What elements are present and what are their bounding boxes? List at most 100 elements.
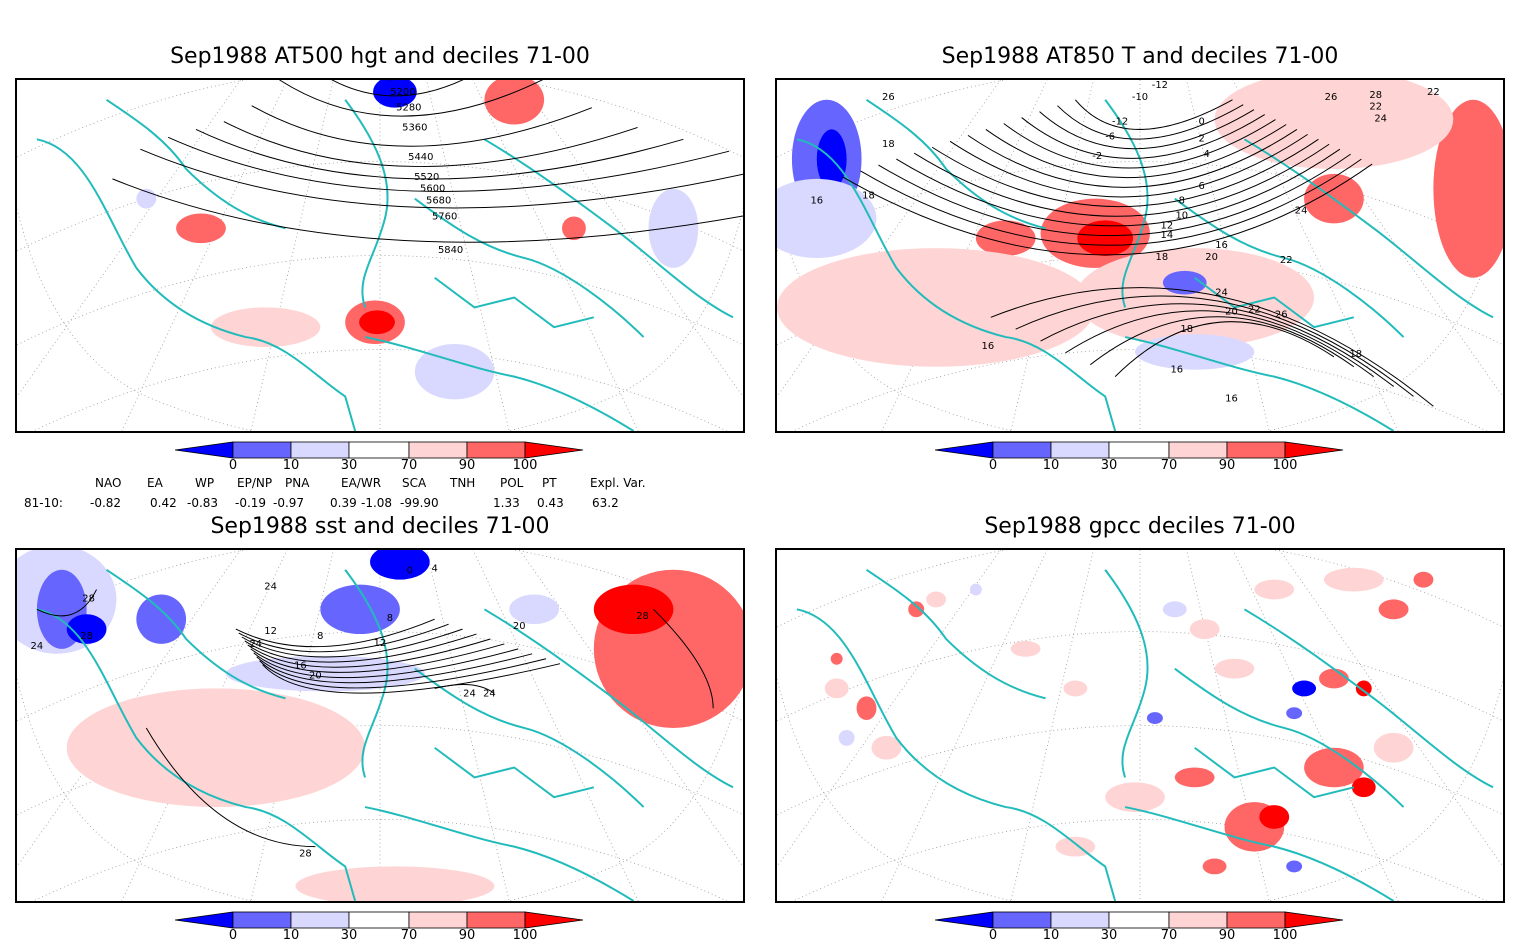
- index-header: EA/WR: [341, 476, 382, 490]
- contour-label: 20: [1225, 306, 1238, 317]
- colorbar-arrow-high: [524, 911, 584, 929]
- colorbar-1: 0 10 30 70 90 100: [175, 440, 595, 480]
- contour-line: [967, 129, 1298, 188]
- contour-line: [1065, 310, 1375, 378]
- coastline: [364, 336, 635, 431]
- meridian-line: [121, 80, 288, 431]
- contour-label: -2: [1092, 151, 1102, 162]
- contour-label: 24: [483, 688, 496, 699]
- colorbar-segment: [466, 441, 526, 459]
- anomaly-shading: [1433, 99, 1503, 278]
- contour-line: [223, 121, 638, 168]
- colorbar-segment: [232, 911, 292, 929]
- anomaly-shading: [320, 584, 400, 635]
- contour-label: 0: [407, 566, 413, 577]
- index-header: PNA: [285, 476, 310, 490]
- anomaly-shading: [871, 735, 902, 760]
- contour-label: 24: [1295, 206, 1308, 217]
- contour-label: 16: [1215, 240, 1228, 251]
- anomaly-shading: [1304, 747, 1364, 788]
- contour-line: [259, 658, 547, 689]
- contour-line: [253, 648, 519, 679]
- anomaly-shading: [1010, 640, 1041, 657]
- contour-label: 10: [1175, 210, 1188, 221]
- map-panel-at850-t: -12 -10 -12 -6 -2 0 2 4 6 8 10 12 14 16 18 20 22 24 26 28 22…: [775, 78, 1505, 433]
- contour-label: 16: [982, 341, 995, 352]
- contour-label: 18: [862, 191, 875, 202]
- contour-label: 16: [1225, 393, 1238, 404]
- index-header: EA: [147, 476, 163, 490]
- anomaly-shading: [1254, 579, 1295, 600]
- anomaly-shading: [1355, 680, 1372, 697]
- contour-line: [1003, 119, 1276, 169]
- contour-label: 18: [1180, 324, 1193, 335]
- coastline: [1124, 336, 1395, 431]
- colorbar-arrow-low: [175, 441, 234, 459]
- index-value: -0.82: [90, 496, 122, 510]
- index-value: 0.39: [330, 496, 357, 510]
- contour-label: 2: [1198, 133, 1204, 144]
- index-row-label: 81-10:: [24, 496, 63, 510]
- anomaly-shading: [908, 601, 925, 618]
- anomaly-shading: [1214, 658, 1255, 679]
- contour-label: -12: [1112, 117, 1128, 128]
- colorbar-tick-label: 100: [512, 928, 538, 943]
- contour-label: 12: [264, 626, 277, 637]
- contour-label: 26: [1325, 92, 1338, 103]
- contour-line: [331, 80, 464, 97]
- anomaly-shading: [1259, 805, 1290, 829]
- contour-line: [653, 608, 714, 709]
- index-header: Expl. Var.: [590, 476, 646, 490]
- contour-line: [1039, 109, 1255, 150]
- contour-label: 12: [374, 638, 387, 649]
- contour-line: [842, 163, 1373, 256]
- anomaly-shading: [1378, 599, 1409, 620]
- colorbar-tick-label: 90: [1218, 458, 1236, 473]
- contour-line: [878, 153, 1351, 236]
- colorbar-tick-label: 70: [400, 928, 418, 943]
- contour-line: [250, 643, 505, 673]
- contour-label: 24: [463, 688, 476, 699]
- colorbar-tick-label: 70: [1160, 928, 1178, 943]
- anomaly-shading: [1319, 668, 1349, 689]
- contour-line: [238, 623, 449, 653]
- index-value: -0.97: [273, 496, 305, 510]
- contour-label: 0: [1198, 117, 1204, 128]
- contour-line: [1015, 295, 1414, 397]
- contour-line: [985, 124, 1287, 179]
- index-header: PT: [542, 476, 557, 490]
- index-value: -1.08: [361, 496, 393, 510]
- colorbar-tick-label: 30: [340, 928, 358, 943]
- contour-line: [896, 148, 1341, 227]
- colorbar-segment: [1168, 911, 1228, 929]
- contour-line: [167, 136, 730, 192]
- map-panel-gpcc: [775, 548, 1505, 903]
- coastline: [483, 608, 734, 789]
- contour-label: 6: [1198, 181, 1204, 192]
- colorbar-segment: [1168, 441, 1228, 459]
- anomaly-shading: [1146, 712, 1163, 725]
- index-value: -0.19: [235, 496, 267, 510]
- colorbar-segment: [1108, 911, 1170, 929]
- contour-label: 4: [432, 564, 438, 575]
- colorbar-tick-label: 10: [1042, 458, 1060, 473]
- contour-label: 22: [1427, 87, 1440, 98]
- contour-label: 5840: [438, 245, 463, 256]
- coastline: [434, 276, 595, 329]
- anomaly-shading: [210, 307, 321, 347]
- colorbar-tick-label: 90: [1218, 928, 1236, 943]
- coastline: [865, 98, 1046, 230]
- anomaly-shading: [1214, 80, 1454, 169]
- contour-label: 18: [882, 139, 895, 150]
- anomaly-shading: [484, 80, 545, 125]
- contour-line: [256, 653, 533, 684]
- anomaly-shading: [777, 178, 877, 258]
- colorbar-2: 0 10 30 70 90 100: [935, 440, 1355, 480]
- anomaly-shading: [1135, 334, 1255, 370]
- contour-label: 20: [1205, 252, 1218, 263]
- contour-label: 26: [882, 92, 895, 103]
- contour-line: [244, 633, 477, 663]
- colorbar-segment: [348, 441, 410, 459]
- colorbar-tick-label: 90: [458, 458, 476, 473]
